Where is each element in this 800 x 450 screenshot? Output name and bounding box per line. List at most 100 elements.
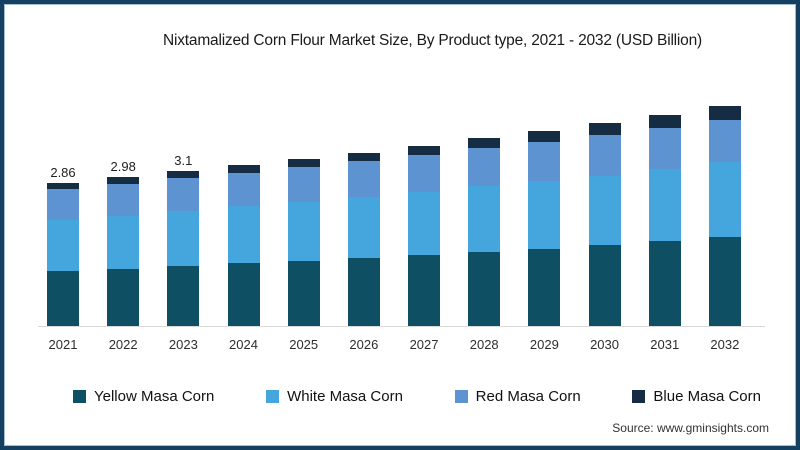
bar-segment-yellow-masa-corn	[347, 257, 380, 326]
bar-2026	[347, 152, 380, 326]
bar-stack-2022	[107, 177, 140, 326]
bar-segment-white-masa-corn	[347, 196, 380, 258]
bar-segment-yellow-masa-corn	[588, 245, 621, 326]
bar-segment-red-masa-corn	[47, 189, 79, 220]
bar-segment-red-masa-corn	[107, 183, 140, 216]
legend-swatch-blue-masa-corn	[632, 390, 646, 403]
bar-segment-red-masa-corn	[347, 161, 380, 197]
bar-2022: 2.98	[107, 159, 140, 326]
bar-segment-white-masa-corn	[708, 161, 741, 237]
bar-stack-2024	[227, 165, 260, 326]
legend-item-blue-masa-corn: Blue Masa Corn	[632, 388, 761, 405]
bar-stack-2030	[588, 123, 621, 326]
source-text: Source: www.gminsights.com	[612, 421, 769, 435]
legend-label-yellow-masa-corn: Yellow Masa Corn	[94, 388, 215, 405]
bar-total-label-2022: 2.98	[110, 159, 136, 174]
x-axis-line	[38, 326, 765, 327]
plot-area: 2.86 2.98 3.1	[47, 100, 741, 326]
x-axis-label-2021: 2021	[48, 337, 78, 352]
bar-stack-2032	[708, 106, 741, 326]
bar-segment-red-masa-corn	[708, 119, 741, 162]
bar-segment-yellow-masa-corn	[287, 260, 320, 326]
bar-segment-red-masa-corn	[167, 178, 200, 211]
legend-label-red-masa-corn: Red Masa Corn	[475, 388, 581, 405]
bar-segment-white-masa-corn	[528, 181, 561, 249]
bar-segment-white-masa-corn	[107, 215, 140, 269]
bar-2032	[708, 106, 741, 326]
legend-swatch-white-masa-corn	[266, 390, 280, 403]
bar-2021: 2.86	[47, 165, 79, 326]
bar-2029	[528, 130, 561, 326]
bar-stack-2026	[347, 152, 380, 326]
bar-segment-red-masa-corn	[227, 172, 260, 206]
legend-label-white-masa-corn: White Masa Corn	[287, 388, 403, 405]
x-axis-label-2030: 2030	[590, 337, 619, 352]
bar-segment-yellow-masa-corn	[468, 251, 501, 326]
bar-segment-blue-masa-corn	[227, 165, 260, 173]
bar-segment-yellow-masa-corn	[648, 241, 681, 326]
bar-segment-white-masa-corn	[227, 206, 260, 263]
bar-stack-2028	[468, 138, 501, 326]
bar-segment-yellow-masa-corn	[227, 263, 260, 326]
bar-segment-blue-masa-corn	[708, 106, 741, 120]
bar-segment-red-masa-corn	[468, 148, 501, 186]
bar-segment-red-masa-corn	[648, 127, 681, 169]
bar-segment-white-masa-corn	[47, 220, 79, 271]
bar-segment-yellow-masa-corn	[708, 236, 741, 326]
bar-segment-white-masa-corn	[287, 201, 320, 261]
bar-segment-blue-masa-corn	[107, 177, 140, 184]
bar-segment-blue-masa-corn	[468, 138, 501, 148]
x-axis-labels: 2021 2022 2023 2024 2025 2026 2027 2028 2029 2030…	[47, 337, 741, 352]
x-axis-label-2032: 2032	[710, 337, 740, 352]
bar-segment-white-masa-corn	[648, 169, 681, 241]
bar-2023: 3.1	[167, 153, 200, 326]
legend-item-white-masa-corn: White Masa Corn	[266, 388, 403, 405]
legend-item-red-masa-corn: Red Masa Corn	[454, 388, 581, 405]
bar-segment-white-masa-corn	[588, 175, 621, 245]
x-axis-label-2022: 2022	[108, 337, 138, 352]
bar-segment-yellow-masa-corn	[167, 266, 200, 326]
bar-segment-blue-masa-corn	[408, 145, 441, 155]
bar-segment-yellow-masa-corn	[107, 268, 140, 326]
bar-stack-2029	[528, 130, 561, 326]
legend: Yellow Masa Corn White Masa Corn Red Masa …	[73, 388, 761, 405]
bar-segment-blue-masa-corn	[528, 130, 561, 142]
bar-stack-2027	[408, 145, 441, 326]
bar-segment-blue-masa-corn	[347, 152, 380, 161]
bar-segment-blue-masa-corn	[648, 114, 681, 128]
bar-stack-2025	[287, 159, 320, 326]
bar-2027	[408, 145, 441, 326]
legend-swatch-yellow-masa-corn	[73, 390, 86, 403]
x-axis-label-2025: 2025	[289, 337, 319, 352]
bar-segment-red-masa-corn	[408, 154, 441, 192]
bar-2024	[227, 165, 260, 326]
bar-segment-blue-masa-corn	[47, 183, 79, 189]
bar-segment-red-masa-corn	[588, 135, 621, 176]
bar-segment-blue-masa-corn	[167, 171, 200, 178]
bar-segment-white-masa-corn	[468, 186, 501, 252]
bar-segment-yellow-masa-corn	[408, 254, 441, 326]
bar-2030	[588, 123, 621, 326]
x-axis-label-2024: 2024	[229, 337, 258, 352]
legend-swatch-red-masa-corn	[454, 390, 468, 403]
bar-segment-red-masa-corn	[528, 141, 561, 181]
x-axis-label-2028: 2028	[469, 337, 499, 352]
x-axis-label-2027: 2027	[409, 337, 439, 352]
bar-segment-blue-masa-corn	[588, 123, 621, 135]
bar-segment-white-masa-corn	[408, 191, 441, 255]
bar-segment-blue-masa-corn	[287, 159, 320, 167]
legend-label-blue-masa-corn: Blue Masa Corn	[653, 388, 761, 405]
x-axis-label-2029: 2029	[529, 337, 559, 352]
bar-total-label-2021: 2.86	[50, 165, 76, 180]
bar-2025	[287, 159, 320, 326]
x-axis-label-2031: 2031	[650, 337, 680, 352]
bar-stack-2031	[648, 114, 681, 326]
chart-title: Nixtamalized Corn Flour Market Size, By …	[163, 32, 702, 49]
x-axis-label-2023: 2023	[168, 337, 198, 352]
bar-total-label-2023: 3.1	[174, 153, 193, 168]
bar-stack-2023	[167, 171, 200, 326]
bar-2031	[648, 114, 681, 326]
bar-segment-yellow-masa-corn	[528, 248, 561, 326]
bar-2028	[468, 138, 501, 326]
legend-item-yellow-masa-corn: Yellow Masa Corn	[73, 388, 214, 405]
